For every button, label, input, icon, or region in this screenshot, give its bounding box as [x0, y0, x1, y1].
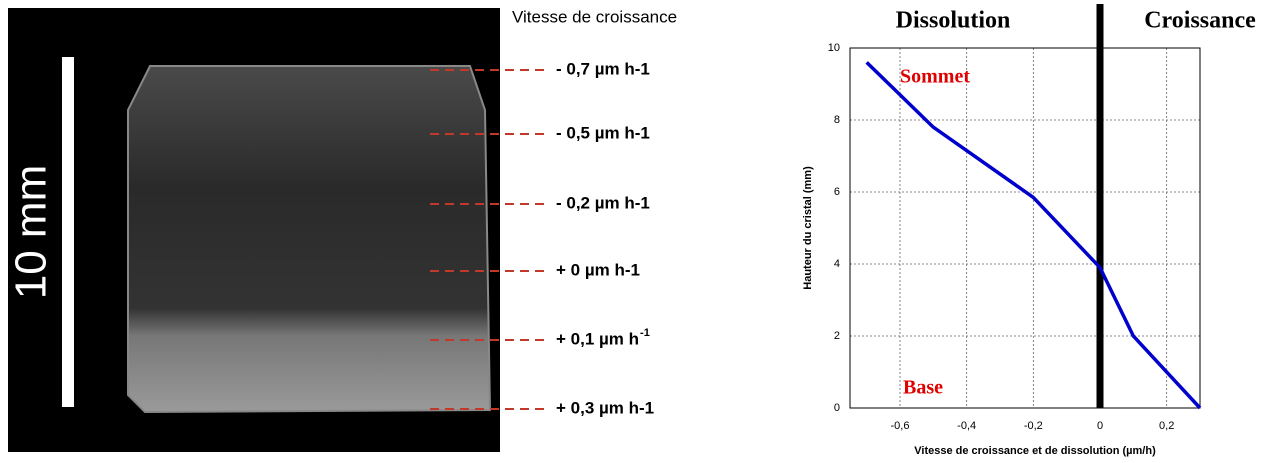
- x-tick-label: -0,4: [957, 420, 976, 432]
- rate-label: - 0,5 µm h-1: [556, 123, 650, 142]
- y-tick-label: 4: [834, 258, 840, 270]
- photo-labels: - 0,7 µm h-1 - 0,5 µm h-1 - 0,2 µm h-1 + 0 …: [430, 59, 654, 417]
- crystal: [127, 65, 492, 414]
- heading: Dissolution: [896, 8, 1011, 34]
- y-tick-label: 8: [834, 114, 840, 126]
- data-line: [865, 61, 1202, 410]
- y-tick-label: 6: [834, 186, 840, 198]
- plot-frame: [849, 47, 1201, 409]
- x-tick-label: -0,2: [1024, 420, 1043, 432]
- rate-label: + 0 µm h-1: [556, 260, 640, 279]
- y-tick-label: 0: [834, 402, 840, 414]
- rate-label: + 0,3 µm h-1: [556, 398, 654, 417]
- x-axis-label: Vitesse de croissance et de dissolution …: [914, 445, 1156, 457]
- annotation: Base: [903, 377, 943, 399]
- scale-label: 10 mm: [7, 165, 56, 299]
- rate-label: - 0,2 µm h-1: [556, 193, 650, 212]
- heading: Croissance: [1144, 8, 1256, 34]
- x-tick-label: 0,2: [1159, 420, 1174, 432]
- y-tick-label: 2: [834, 330, 840, 342]
- y-axis-label: Hauteur du cristal (mm): [802, 166, 814, 290]
- chart: 0 2 4 6 8 10 -0,6 -0,4 -0,2 0 0,2 Dissolution Croiss…: [802, 4, 1256, 457]
- photo-title: Vitesse de croissance: [512, 7, 677, 26]
- rate-label-sup: -1: [640, 327, 650, 339]
- x-tick-label: -0,6: [891, 420, 910, 432]
- annotation: Sommet: [900, 66, 970, 88]
- y-tick-label: 10: [828, 42, 840, 54]
- rate-label: + 0,1 µm h: [556, 329, 639, 348]
- rate-label: - 0,7 µm h-1: [556, 59, 650, 78]
- x-tick-label: 0: [1097, 420, 1103, 432]
- scale-bar: [62, 57, 74, 407]
